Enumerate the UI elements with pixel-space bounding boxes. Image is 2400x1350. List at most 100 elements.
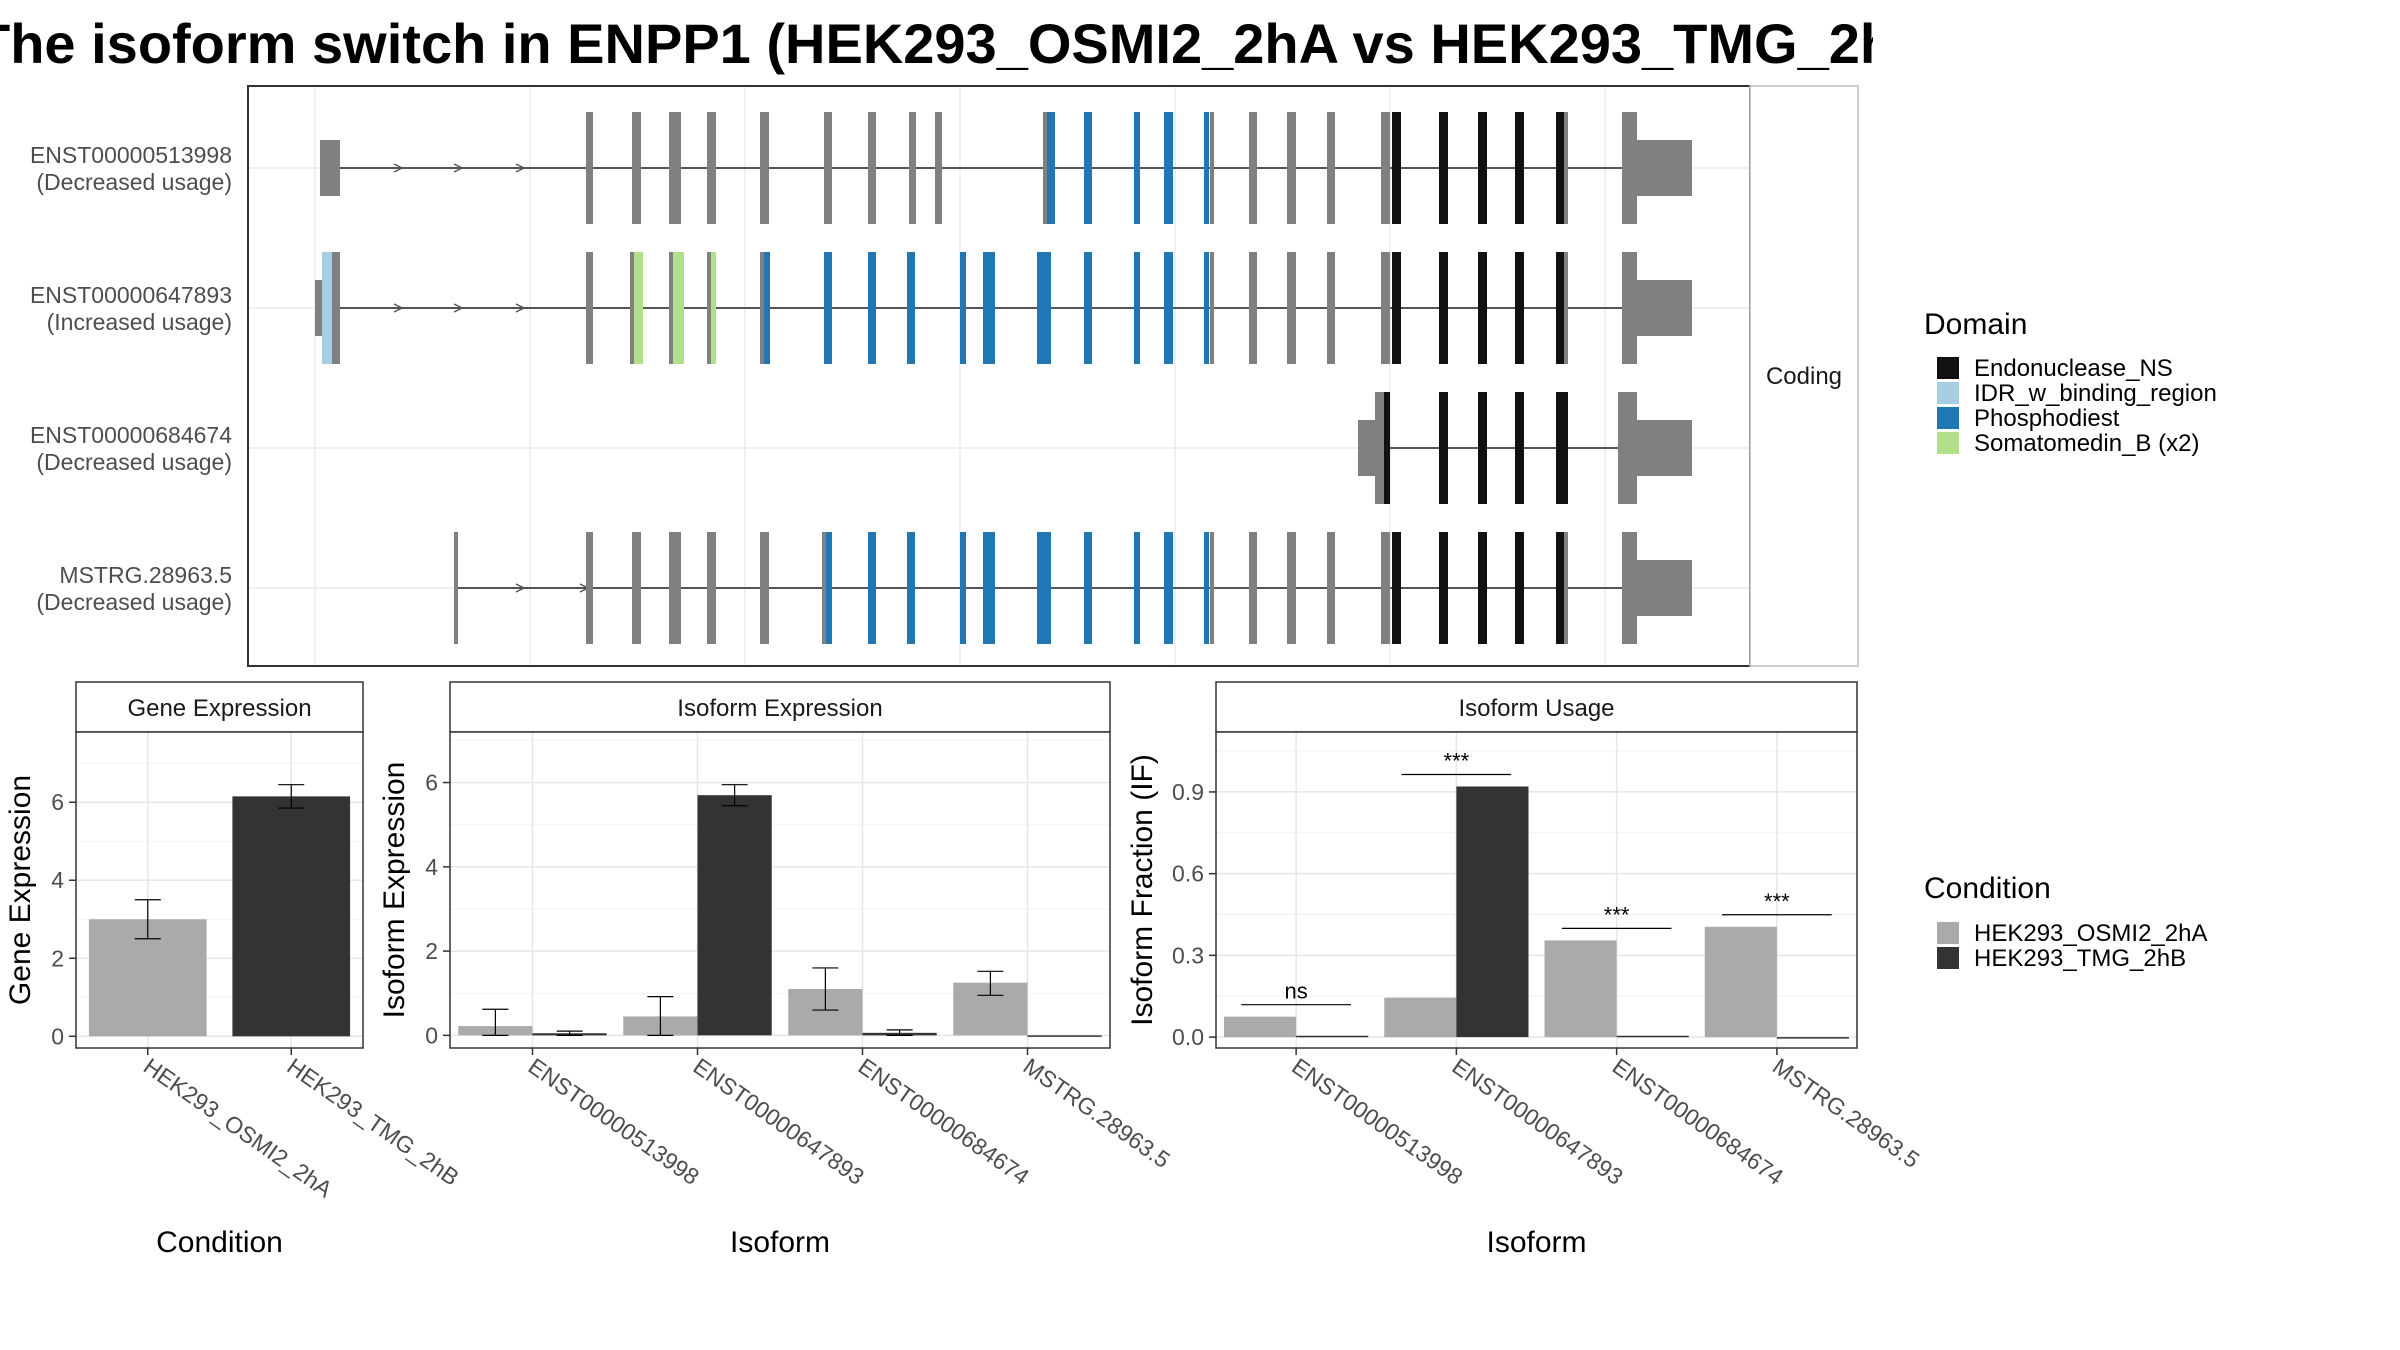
plot-frame (449, 731, 1111, 1049)
bar (1296, 1035, 1369, 1038)
transcript-track-4 (454, 532, 1692, 644)
y-axis-title: Isoform Fraction (IF) (1126, 754, 1159, 1026)
domain-legend-swatch (1937, 382, 1959, 404)
x-axis-title: Condition (156, 1226, 283, 1259)
y-tick-label: 6 (51, 789, 64, 815)
utr-block (1637, 140, 1692, 196)
condition-legend-label: HEK293_TMG_2hB (1974, 945, 2186, 972)
bars (458, 784, 1102, 1037)
y-tick-label: 4 (425, 854, 438, 880)
x-tick-label: MSTRG.28963.5 (1019, 1053, 1175, 1173)
utr-block (1637, 420, 1692, 476)
y-tick-label: 0.6 (1172, 861, 1204, 887)
bar (1224, 1016, 1297, 1038)
y-axis-title: Gene Expression (4, 775, 37, 1005)
exon-block (322, 252, 332, 364)
isoform-label-usage: (Decreased usage) (36, 589, 232, 615)
domain-legend-label: Endonuclease_NS (1974, 355, 2173, 382)
exon-block (1084, 532, 1092, 644)
exon-block (1564, 252, 1568, 364)
y-tick-label: 2 (51, 945, 64, 971)
significance-label: *** (1604, 902, 1630, 927)
domain-legend-label: Somatomedin_B (x2) (1974, 430, 2199, 457)
domain-legend-swatch (1937, 357, 1959, 379)
y-axis: 0 2 4 6 (425, 770, 450, 1048)
exon-block (907, 252, 915, 364)
structure-panel-frame (247, 85, 1751, 667)
bar (1776, 1037, 1849, 1039)
exon-block (632, 112, 641, 224)
x-axis-title: Isoform (730, 1226, 830, 1259)
exon-block (630, 252, 634, 364)
x-axis: ENST00000513998ENST00000647893ENST000006… (524, 1048, 1175, 1190)
strand-arrow (393, 303, 404, 313)
strand-arrow (515, 163, 526, 173)
exon-block (960, 532, 966, 644)
x-tick-label: ENST00000647893 (1448, 1053, 1628, 1190)
y-tick-label: 0 (425, 1022, 438, 1048)
exon-block (1478, 252, 1487, 364)
exon-block (1622, 112, 1637, 224)
exon-block (315, 280, 322, 336)
significance-label: ns (1285, 979, 1308, 1004)
exon-block (1134, 252, 1140, 364)
domain-legend-label: Phosphodiest (1974, 405, 2120, 432)
exon-block (824, 252, 832, 364)
exon-block (1515, 392, 1524, 504)
exon-block (1622, 252, 1637, 364)
exon-block (1556, 112, 1564, 224)
exon-block (1439, 532, 1448, 644)
exon-block (1327, 252, 1335, 364)
exon-block (1392, 112, 1401, 224)
exon-block (935, 112, 942, 224)
exon-block (673, 252, 684, 364)
x-axis: ENST00000513998ENST00000647893ENST000006… (1287, 1048, 1924, 1190)
exon-block (1618, 392, 1622, 504)
plot-frame (75, 731, 364, 1049)
y-tick-label: 0 (51, 1023, 64, 1049)
exon-block (1375, 392, 1384, 504)
exon-block (983, 252, 995, 364)
exon-block (1287, 112, 1296, 224)
x-tick-label: ENST00000647893 (689, 1053, 869, 1190)
exon-block (868, 252, 876, 364)
transcript-tracks (315, 112, 1692, 644)
exon-block (1439, 392, 1448, 504)
exon-block (1204, 532, 1209, 644)
x-tick-label: MSTRG.28963.5 (1768, 1053, 1924, 1173)
exon-block (1515, 532, 1524, 644)
utr-block (1637, 280, 1692, 336)
isoform-label-usage: (Increased usage) (47, 309, 232, 335)
exon-block (868, 532, 876, 644)
exon-block (1210, 532, 1214, 644)
x-axis-title: Isoform (1486, 1226, 1586, 1259)
exon-block (1381, 532, 1390, 644)
utr-block (1637, 560, 1692, 616)
exon-block (1327, 112, 1335, 224)
y-tick-label: 0.9 (1172, 779, 1204, 805)
exon-block (1204, 112, 1209, 224)
transcript-structure-panel: Coding ENST00000513998(Decreased usage)E… (30, 85, 1859, 667)
strand-arrow (453, 303, 464, 313)
exon-block (1478, 392, 1487, 504)
isoform-label-id: ENST00000647893 (30, 282, 232, 308)
bar (232, 796, 351, 1037)
isoform-label-usage: (Decreased usage) (36, 169, 232, 195)
isoform-labels: ENST00000513998(Decreased usage)ENST0000… (30, 142, 232, 615)
exon-block (1287, 532, 1296, 644)
exon-block (1210, 252, 1214, 364)
isoform-label-usage: (Decreased usage) (36, 449, 232, 475)
y-axis: 0 2 4 6 (51, 789, 76, 1049)
exon-block (1478, 112, 1487, 224)
exon-block (1392, 532, 1401, 644)
exon-block (1439, 112, 1448, 224)
exon-block (1384, 392, 1390, 504)
exon-block (1047, 112, 1055, 224)
bar (1616, 1035, 1689, 1038)
isoform-usage-chart: Isoform Usage ns *** *** *** 0.0 0.3 0.6 0.9 ENST… (1126, 681, 1924, 1259)
bars: ns *** *** *** (1224, 748, 1849, 1039)
significance-label: *** (1444, 748, 1470, 773)
condition-legend-label: HEK293_OSMI2_2hA (1974, 920, 2207, 947)
isoform-label-id: ENST00000513998 (30, 142, 232, 168)
